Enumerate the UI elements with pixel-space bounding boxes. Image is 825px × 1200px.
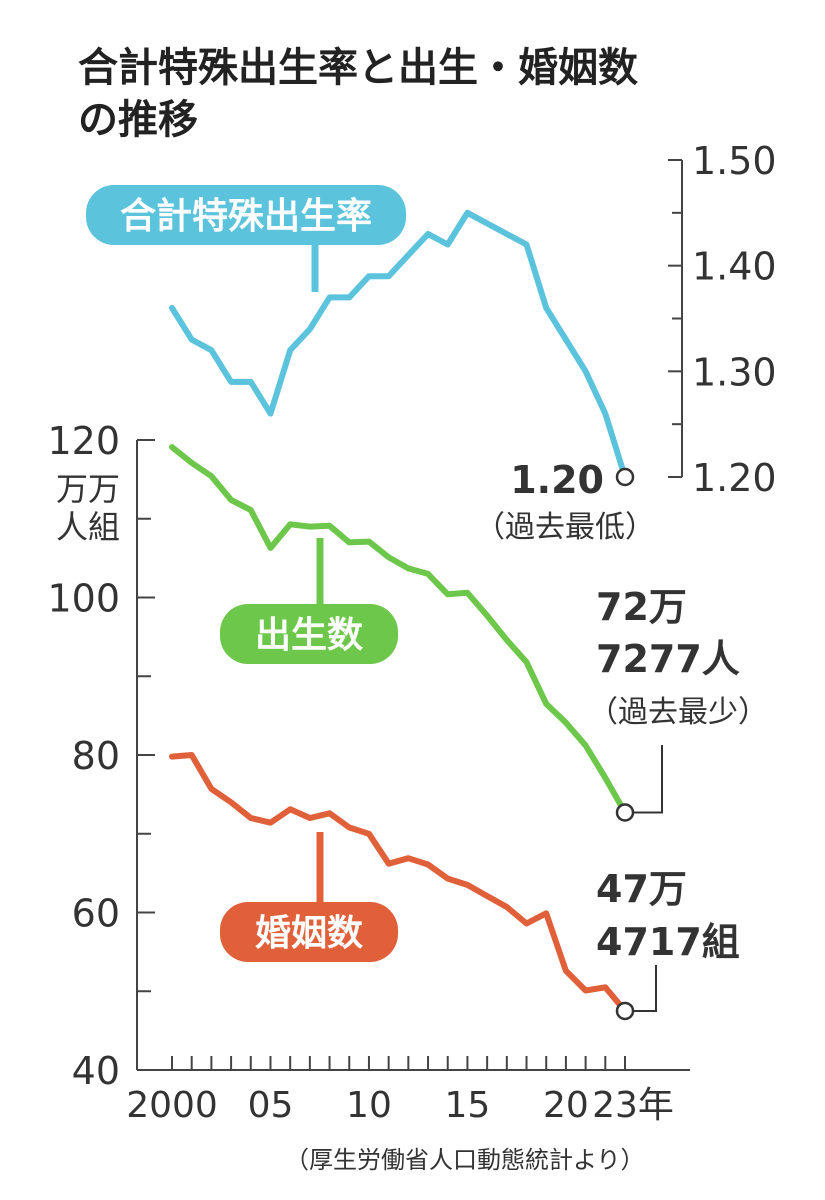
right-tick-label: 1.20	[692, 456, 777, 500]
series-end-marker-2	[615, 1001, 635, 1021]
x-tick-label: 05	[248, 1085, 294, 1126]
x-axis: 2000 05 10 15 20 23年	[126, 1056, 690, 1126]
end-label-value-1b: 7277人	[596, 637, 740, 681]
series-line-0	[169, 209, 628, 480]
source-note: （厚生労働省人口動態統計より）	[285, 1146, 645, 1174]
series-callout-2	[220, 902, 398, 962]
leader-line-1	[634, 745, 663, 814]
chart-title-line-2: の推移	[78, 97, 198, 143]
end-label-note-0: （過去最低）	[475, 510, 655, 545]
chart-title-line-1: 合計特殊出生率と出生・婚姻数	[78, 45, 638, 91]
left-tick-label: 100	[47, 577, 120, 621]
series-name-0: 合計特殊出生率	[120, 196, 372, 237]
left-tick-label: 80	[72, 734, 120, 778]
series-end-marker-0	[615, 467, 635, 487]
series-name-1: 出生数	[255, 615, 363, 656]
end-label-value-1a: 72万	[596, 585, 687, 629]
end-label-note-1: （過去最少）	[588, 695, 768, 730]
end-label-value-0: 1.20	[510, 458, 604, 502]
leader-line-2	[634, 965, 657, 1012]
left-axis-unit: 万万	[56, 470, 120, 508]
x-tick-label: 2000	[126, 1085, 218, 1126]
right-tick-label: 1.40	[692, 245, 777, 289]
left-tick-label: 40	[72, 1049, 120, 1093]
left-axis-unit: 人組	[56, 508, 120, 546]
chart-title: 合計特殊出生率と出生・婚姻数 の推移	[78, 42, 638, 146]
right-tick-label: 1.50	[692, 139, 777, 183]
right-axis: 1.20 1.30 1.40 1.50	[668, 139, 777, 500]
series-callout-1	[220, 604, 398, 664]
x-tick-label: 10	[346, 1085, 392, 1126]
x-tick-label: 20	[543, 1085, 589, 1126]
left-tick-label: 60	[72, 892, 120, 936]
x-tick-label: 15	[445, 1085, 491, 1126]
series-end-marker-1	[615, 803, 635, 822]
right-tick-label: 1.30	[692, 350, 777, 394]
left-tick-label: 120	[47, 419, 120, 463]
end-label-value-2b: 4717組	[596, 920, 740, 964]
x-tick-label: 23年	[592, 1085, 674, 1126]
end-label-value-2a: 47万	[596, 867, 687, 911]
series-callout-0	[86, 185, 406, 245]
series-line-2	[169, 752, 628, 1014]
series-name-2: 婚姻数	[255, 913, 363, 954]
series-layer	[169, 209, 635, 1021]
series-line-1	[169, 444, 628, 816]
